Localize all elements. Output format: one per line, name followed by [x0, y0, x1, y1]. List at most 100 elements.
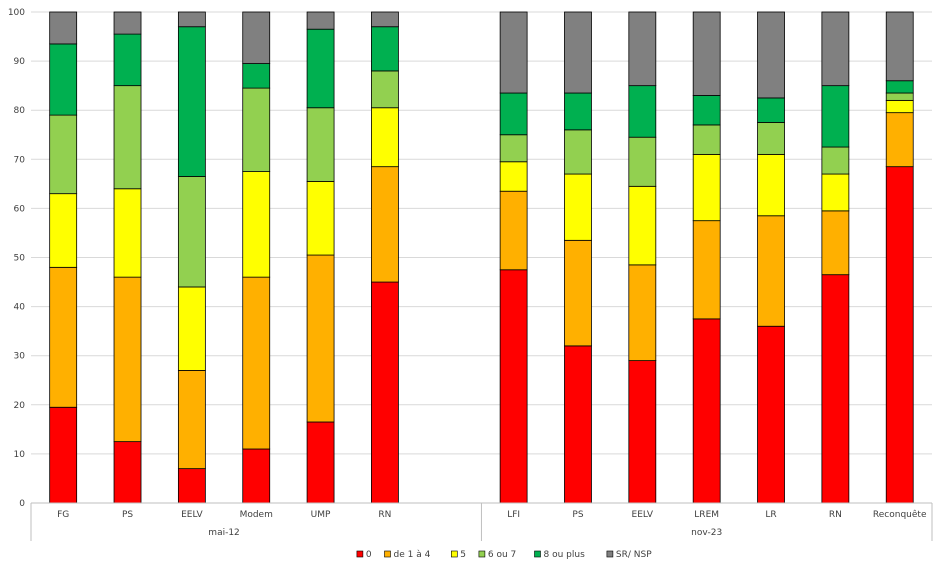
legend-swatch [606, 550, 614, 558]
bar-segment [371, 281, 399, 504]
y-tick-label: 90 [14, 57, 26, 67]
bar-segment [885, 92, 914, 101]
x-tick-label: RN [378, 510, 391, 520]
bar-segment [692, 318, 721, 504]
bar-segment [692, 11, 721, 96]
legend-label: 0 [366, 550, 372, 560]
bar-segment [628, 360, 657, 504]
bar-segment [692, 95, 721, 126]
bar-segment [177, 370, 206, 470]
bar-segment [177, 26, 206, 177]
legend-label: SR/ NSP [616, 550, 652, 560]
bars [49, 11, 914, 504]
legend-label: 8 ou plus [544, 550, 586, 560]
bar-segment [821, 11, 850, 87]
bar-segment [499, 92, 528, 136]
bar-segment [177, 468, 206, 504]
legend-label: de 1 à 4 [394, 550, 431, 560]
x-tick-label: FG [57, 510, 69, 520]
bar-segment [371, 70, 399, 109]
bar-segment [242, 87, 271, 172]
bar-segment [628, 136, 657, 187]
bar-segment [499, 269, 528, 504]
bar-segment [242, 11, 271, 64]
x-tick-label: RN [829, 510, 842, 520]
bar-segment [628, 85, 657, 138]
bar-segment [49, 406, 78, 504]
bar-segment [113, 188, 142, 278]
y-tick-label: 30 [14, 352, 26, 362]
legend-label: 6 ou 7 [488, 550, 516, 560]
legend-swatch [478, 550, 486, 558]
bar-segment [113, 441, 142, 504]
bar-segment [113, 85, 142, 190]
x-tick-label: PS [572, 510, 583, 520]
x-group-label: nov-23 [691, 528, 722, 538]
bar-segment [306, 107, 335, 182]
bar-segment [113, 276, 142, 443]
bar-segment [177, 286, 206, 371]
bar-segment [885, 166, 914, 504]
legend-label: 5 [460, 550, 466, 560]
bar-segment [692, 220, 721, 320]
x-tick-label: LREM [694, 510, 719, 520]
bar-segment [564, 239, 592, 347]
bar-segment [628, 185, 657, 266]
bar-segment [49, 114, 78, 195]
legend: 0 de 1 à 4 5 6 ou 7 8 ou plus SR/ NSP [356, 550, 652, 560]
bar-segment [306, 421, 335, 504]
bar-segment [757, 97, 785, 123]
legend-swatch [534, 550, 541, 558]
y-tick-label: 60 [14, 204, 26, 214]
bar-segment [564, 173, 592, 241]
x-tick-label: Reconquête [873, 509, 927, 520]
y-axis-ticks: 0 10 20 30 40 50 60 70 80 90 100 [8, 8, 25, 509]
bar-segment [49, 193, 78, 268]
bar-segment [564, 345, 592, 504]
y-tick-label: 100 [8, 8, 25, 18]
x-tick-label: EELV [632, 510, 654, 520]
bar-segment [499, 161, 528, 192]
bar-segment [113, 33, 142, 87]
bar-segment [692, 124, 721, 155]
y-tick-label: 70 [14, 155, 26, 165]
bar-segment [49, 43, 78, 116]
bar-segment [306, 11, 335, 30]
bar-segment [49, 266, 78, 408]
bar-segment [821, 85, 850, 148]
bar-segment [499, 190, 528, 271]
bar-segment [371, 166, 399, 283]
bar-segment [499, 134, 528, 163]
bar-segment [564, 92, 592, 131]
bar-segment [628, 264, 657, 362]
bar-segment [242, 448, 271, 504]
gridlines [31, 11, 932, 504]
x-axis-labels: FG PS EELV Modem UMP RN LFI PS EELV LREM LR RN Recon… [57, 509, 927, 538]
y-tick-label: 10 [14, 450, 26, 460]
bar-segment [371, 107, 399, 168]
bar-segment [371, 26, 399, 72]
bar-segment [757, 215, 785, 327]
bar-segment [885, 11, 914, 82]
bar-segment [564, 11, 592, 94]
x-tick-label: LFI [507, 510, 520, 520]
bar-segment [821, 274, 850, 504]
bar-segment [821, 173, 850, 212]
bar-segment [564, 129, 592, 175]
legend-swatch [384, 550, 391, 558]
bar-segment [242, 276, 271, 450]
bar-segment [885, 99, 914, 114]
x-tick-label: Modem [240, 510, 273, 520]
y-tick-label: 80 [14, 106, 26, 116]
bar-segment [499, 11, 528, 94]
bar-segment [177, 176, 206, 288]
bar-segment [306, 180, 335, 256]
legend-swatch [450, 550, 458, 558]
y-tick-label: 20 [14, 401, 26, 411]
bar-segment [49, 11, 78, 45]
y-tick-label: 50 [14, 254, 26, 264]
bar-segment [757, 153, 785, 217]
bar-segment [628, 11, 657, 87]
